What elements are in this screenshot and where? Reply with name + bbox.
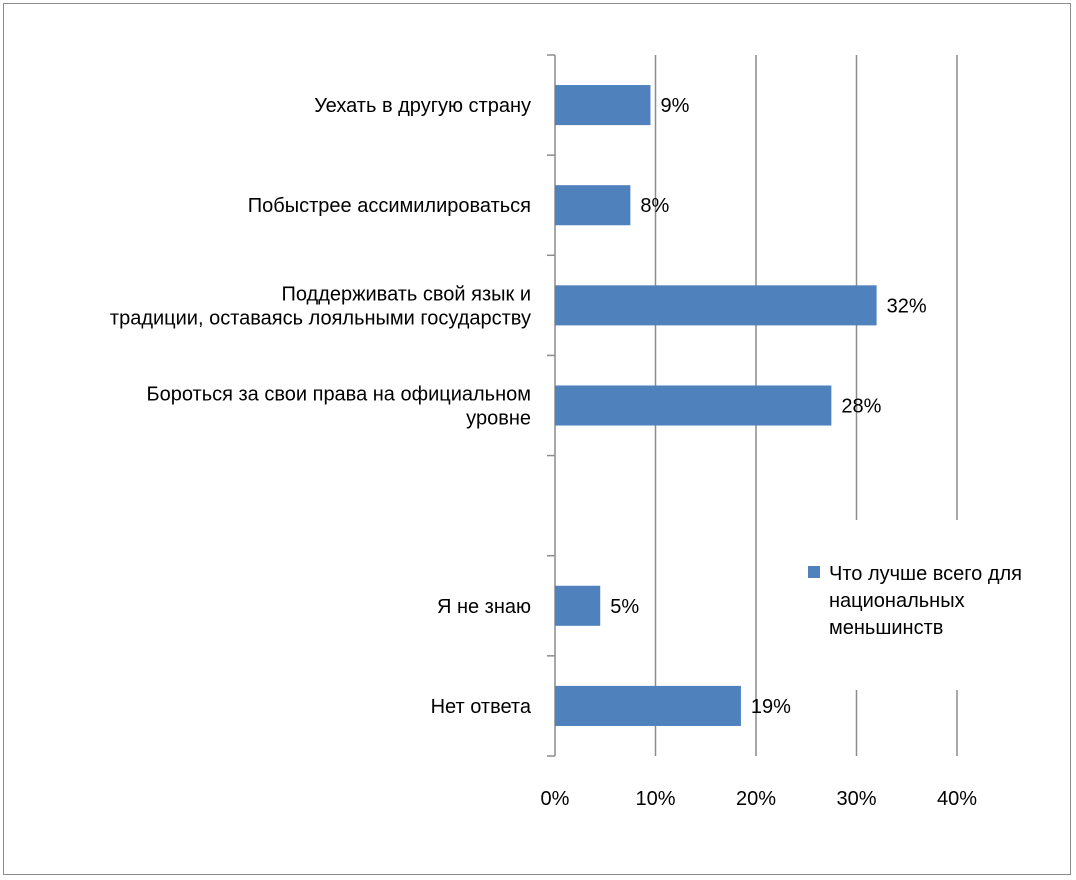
chart-frame [3, 3, 1071, 875]
legend-label: меньшинств [829, 617, 943, 639]
data-label: 8% [640, 195, 669, 217]
category-label: уровне [466, 408, 531, 430]
bar [555, 185, 631, 226]
category-label: традиции, оставаясь лояльными государств… [110, 307, 531, 329]
bar [555, 585, 601, 626]
x-tick-label: 40% [937, 788, 977, 810]
category-label: Я не знаю [437, 596, 531, 618]
x-tick-label: 10% [635, 788, 675, 810]
bars [555, 85, 877, 726]
x-tick-label: 20% [736, 788, 776, 810]
category-label: Уехать в другую страну [314, 95, 531, 117]
data-label: 9% [660, 95, 689, 117]
data-label: 5% [610, 596, 639, 618]
data-label: 19% [751, 696, 791, 718]
bar [555, 385, 832, 426]
legend-background [795, 520, 975, 690]
category-axis [547, 54, 556, 757]
category-label: Нет ответа [431, 696, 532, 718]
x-tick-label: 0% [541, 788, 570, 810]
category-labels: Уехать в другую страну Побыстрее ассимили… [110, 95, 532, 718]
category-label: Побыстрее ассимилироваться [248, 195, 531, 217]
x-tick-labels: 0% 10% 20% 30% 40% [541, 788, 978, 810]
data-label: 28% [841, 396, 881, 418]
legend: Что лучше всего для национальных меньшинст… [795, 520, 1022, 690]
legend-swatch [808, 566, 820, 578]
data-label: 32% [887, 295, 927, 317]
legend-label: Что лучше всего для [829, 563, 1022, 585]
bar [555, 285, 877, 326]
bar [555, 85, 651, 126]
category-label: Поддерживать свой язык и [281, 283, 531, 305]
bar [555, 685, 741, 726]
data-labels: 9% 8% 32% 28% 5% 19% [610, 95, 927, 718]
legend-label: национальных [829, 590, 965, 612]
x-tick-label: 30% [836, 788, 876, 810]
category-label: Бороться за свои права на официальном [146, 384, 531, 406]
